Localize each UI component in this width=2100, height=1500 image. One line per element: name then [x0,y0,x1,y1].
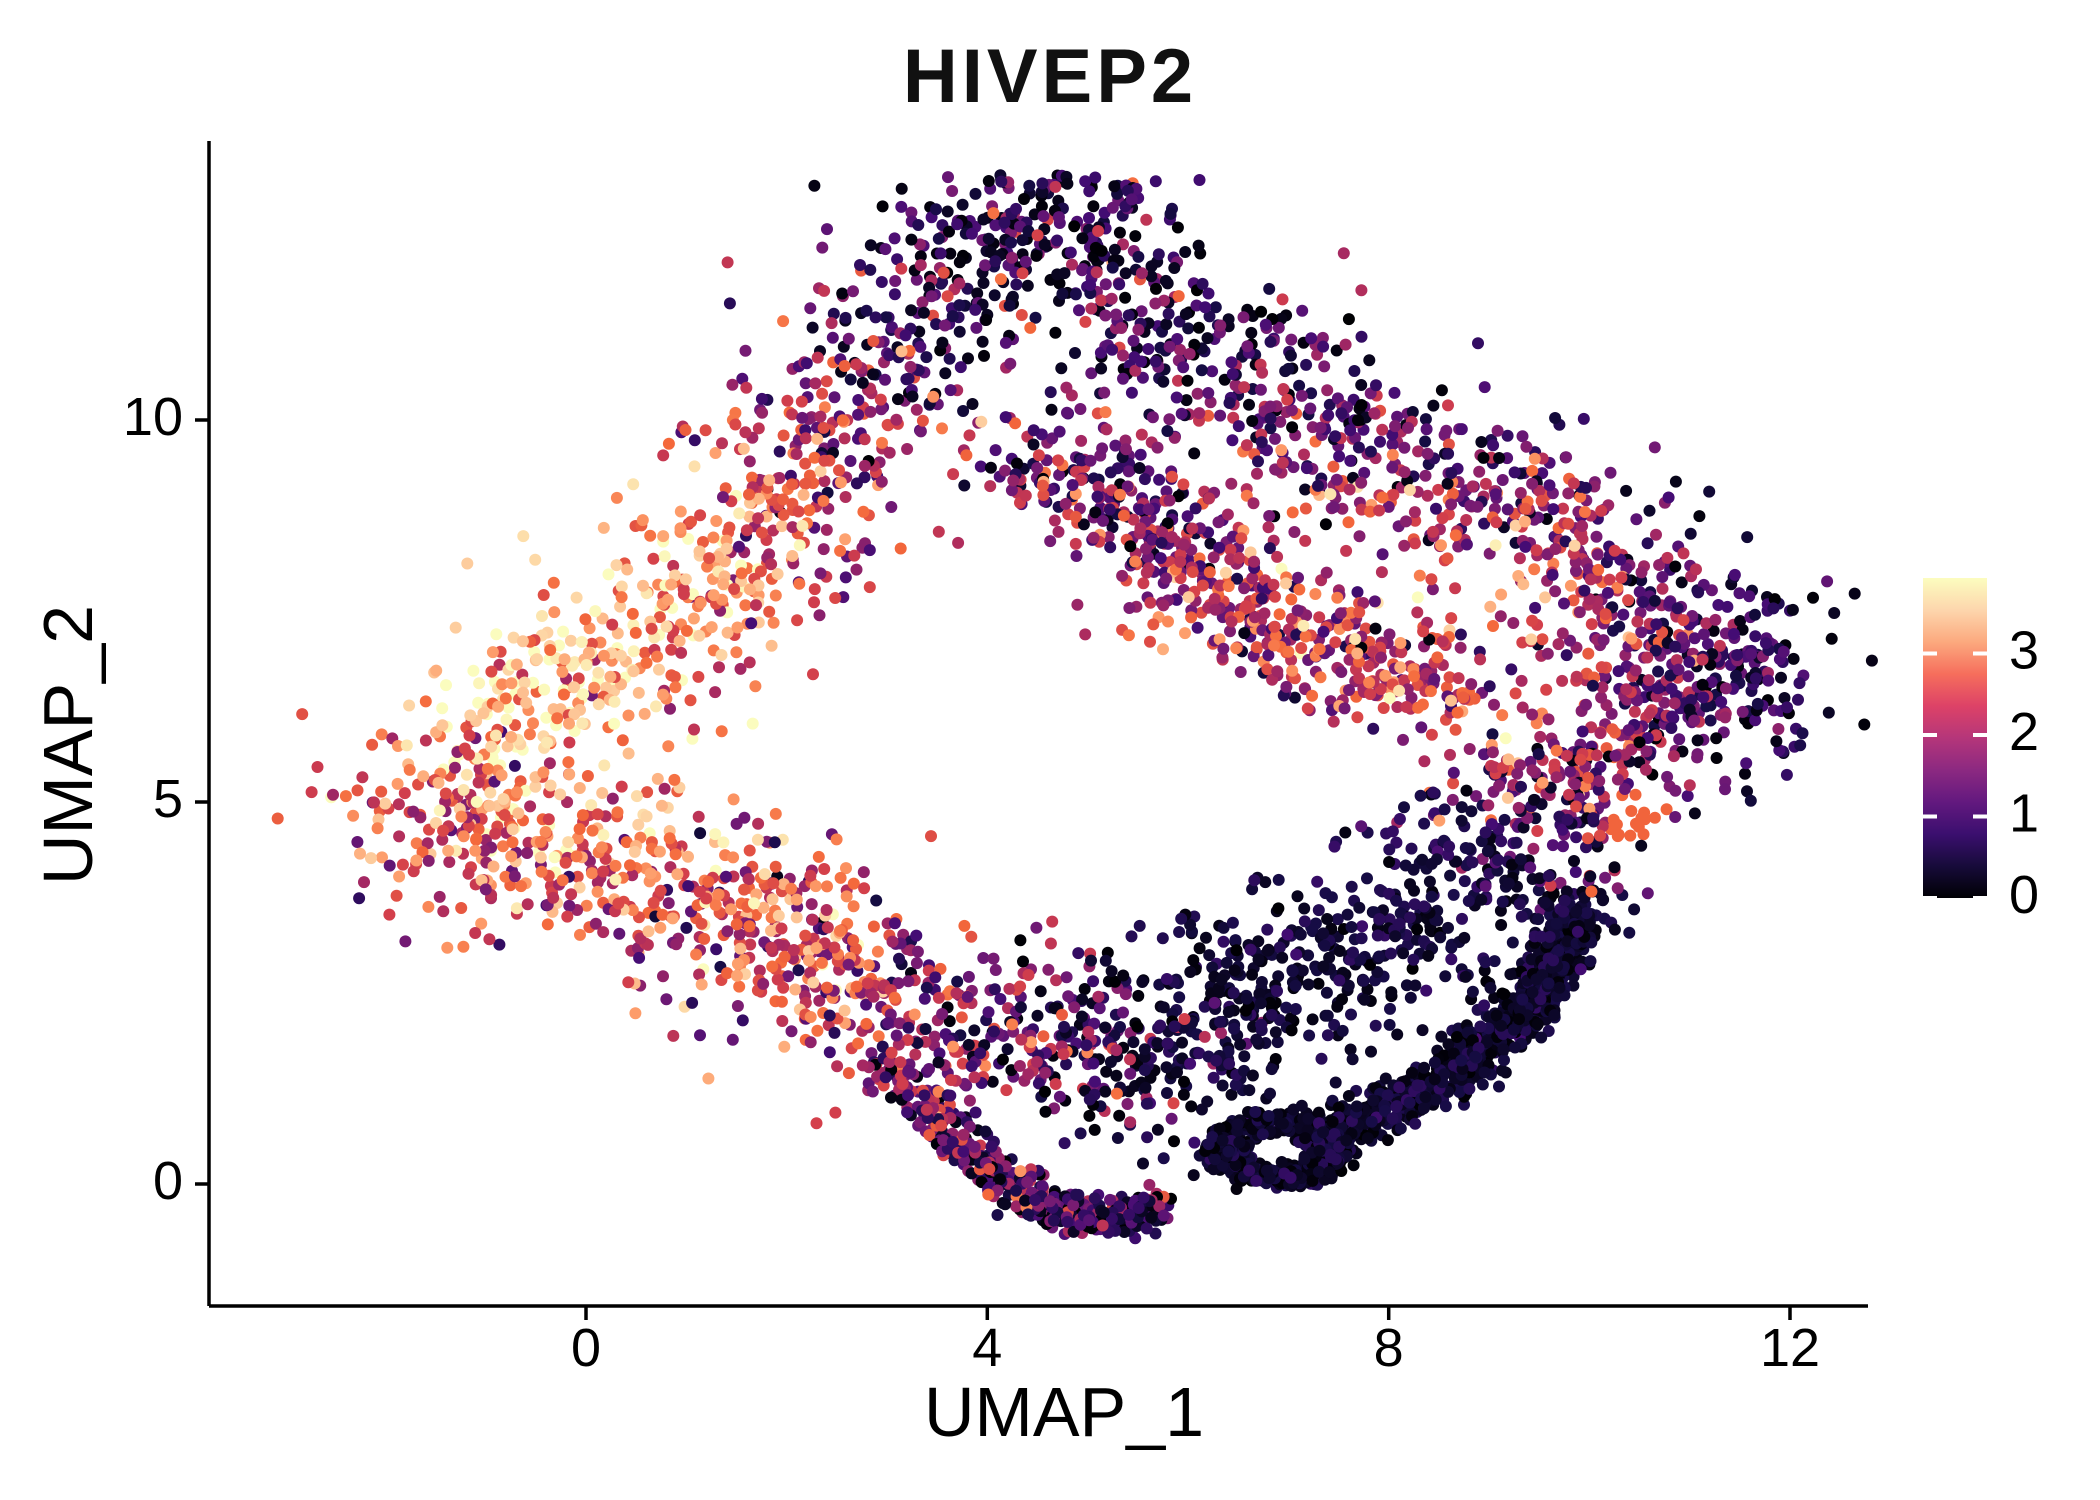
svg-text:5: 5 [153,769,183,829]
svg-text:10: 10 [123,387,183,447]
svg-text:4: 4 [972,1318,1002,1378]
svg-text:12: 12 [1760,1318,1820,1378]
svg-text:0: 0 [571,1318,601,1378]
svg-text:8: 8 [1374,1318,1404,1378]
svg-text:0: 0 [153,1151,183,1211]
